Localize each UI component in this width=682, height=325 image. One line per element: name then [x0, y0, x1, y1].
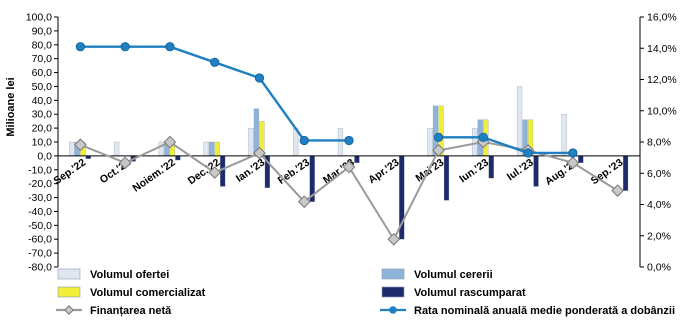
bar — [578, 155, 584, 163]
legend-label: Volumul cererii — [414, 269, 493, 281]
rate-point — [478, 132, 488, 142]
y-left-tick-label: -80,0 — [28, 262, 52, 274]
y-right-tick-label: 10,0% — [647, 105, 677, 117]
x-tick-label: Sep.'22 — [51, 156, 88, 187]
y-left-tick-label: 40,0 — [32, 95, 53, 107]
bar — [427, 127, 433, 157]
rate-point — [568, 148, 578, 158]
x-tick-label: Apr.'23 — [366, 156, 401, 186]
y-left-tick-label: 80,0 — [32, 39, 53, 51]
bar — [220, 155, 226, 187]
y-left-tick-label: 20,0 — [32, 123, 53, 135]
net-financing-point — [297, 195, 311, 209]
y-axis-title: Milioane lei — [5, 77, 17, 136]
y-left-tick-label: 0,0 — [37, 150, 52, 162]
x-tick-label: Ian.'23 — [234, 156, 267, 184]
rate-point — [75, 42, 85, 52]
rate-point — [210, 57, 220, 67]
bar — [214, 141, 220, 157]
net-financing-point — [566, 156, 580, 170]
plot-area: 100,090,0 80,0 70,0 60,0 50,0 40,0 30,0 20,0 10,… — [5, 12, 677, 274]
rate-point — [254, 73, 265, 83]
y-right-tick-label: 12,0% — [647, 74, 677, 86]
bar — [516, 86, 523, 157]
y-left-tick-label: -40,0 — [28, 206, 52, 218]
x-tick-label: Iun.'23 — [457, 156, 491, 185]
bar — [561, 114, 567, 157]
rate-point — [165, 42, 175, 52]
x-tick-label: Iul.'23 — [505, 156, 536, 183]
y-left-tick-label: 30,0 — [32, 109, 53, 121]
y-left-tick-label: -10,0 — [28, 164, 52, 176]
legend-marker — [64, 305, 74, 315]
rate-point — [523, 148, 533, 158]
net-financing-point — [432, 143, 445, 157]
net-financing-point — [208, 166, 222, 179]
legend-label: Finanțarea netă — [90, 305, 172, 317]
x-tick-label: Feb.'23 — [276, 156, 312, 186]
bar — [114, 141, 120, 157]
y-left-tick-label: -30,0 — [28, 192, 52, 204]
net-financing-point — [611, 184, 624, 197]
bar — [203, 141, 209, 157]
bar — [209, 141, 215, 157]
legend: Volumul ofertei Volumul cererii Volumul co… — [56, 268, 675, 317]
x-tick-label: Noiem.'22 — [130, 156, 177, 194]
y-right-tick-label: 6,0% — [647, 168, 671, 180]
rate-point — [120, 42, 130, 52]
y-right-tick-label: 8,0% — [647, 137, 671, 149]
legend-label: Volumul comercializat — [90, 287, 206, 299]
bar — [354, 155, 360, 163]
net-financing-point — [253, 146, 266, 160]
y-right-tick-label: 4,0% — [647, 199, 671, 211]
legend-label: Volumul ofertei — [90, 269, 169, 281]
bar — [443, 155, 450, 201]
rate-point — [299, 135, 309, 146]
x-tick-label: Mai'23 — [413, 156, 446, 184]
y-left-tick-label: -20,0 — [28, 178, 52, 190]
y-left-tick-label: -50,0 — [28, 220, 52, 232]
legend-marker — [389, 306, 397, 314]
net-financing-point — [74, 138, 87, 152]
x-tick-label: Sep.'23 — [589, 156, 626, 187]
bar — [175, 155, 181, 161]
series-line — [438, 136, 573, 155]
net-financing-point — [118, 156, 132, 170]
legend-swatch — [57, 268, 81, 280]
y-left-tick-label: 90,0 — [32, 25, 53, 37]
legend-swatch — [57, 286, 81, 298]
rate-point — [433, 132, 444, 142]
legend-swatch — [381, 286, 405, 298]
y-right-tick-label: 2,0% — [647, 230, 671, 242]
bar — [622, 155, 629, 191]
y-left-tick-label: 50,0 — [32, 81, 53, 93]
y-left-tick-label: -70,0 — [28, 248, 52, 260]
y-right-tick-label: 0,0% — [647, 262, 671, 274]
y-left-tick-label: 60,0 — [32, 67, 53, 79]
net-financing-point — [387, 232, 401, 246]
y-left-tick-label: -60,0 — [28, 234, 52, 246]
y-left-tick-label: 100,0 — [26, 12, 52, 24]
y-right-tick-label: 16,0% — [647, 12, 677, 24]
bar — [337, 127, 344, 157]
bar — [472, 127, 478, 157]
bar — [533, 155, 539, 187]
rate-point — [344, 135, 354, 146]
legend-label: Volumul rascumparat — [414, 287, 526, 299]
legend-label: Rata nominală anuală medie ponderată a d… — [414, 305, 675, 317]
y-left-tick-label: 10,0 — [32, 137, 53, 149]
legend-swatch — [381, 268, 405, 280]
bar — [248, 127, 254, 157]
net-financing-point — [342, 160, 356, 174]
y-left-tick-label: 70,0 — [32, 53, 53, 65]
bar — [69, 141, 75, 157]
net-financing-point — [163, 135, 177, 149]
y-right-tick-label: 14,0% — [647, 43, 677, 55]
